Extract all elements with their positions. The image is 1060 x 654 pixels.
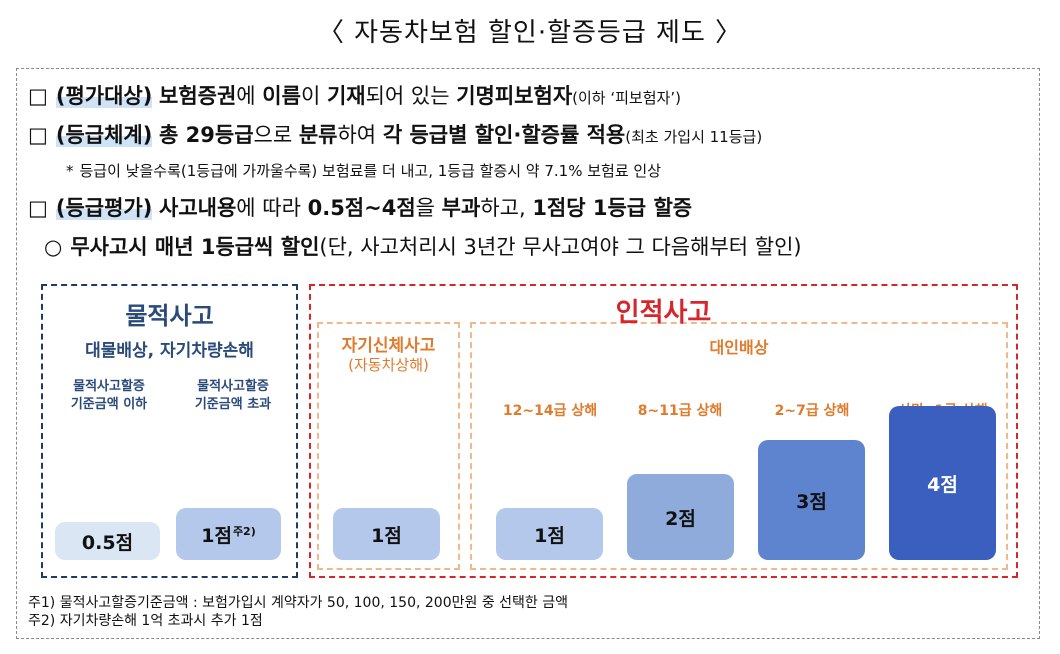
severity-label-12-14: 12~14급 상해 [502, 403, 598, 419]
self-injury-panel [317, 322, 460, 570]
points-box-self-injury: 1점 [333, 508, 440, 560]
severity-label-8-11: 8~11급 상해 [637, 403, 723, 419]
points-box-bodily-3: 3점 [758, 440, 865, 560]
points-box-bodily-2: 2점 [627, 474, 734, 560]
property-accident-panel [41, 284, 298, 578]
page-title: 〈 자동차보험 할인·할증등급 제도 〉 [317, 18, 743, 48]
content-frame [16, 68, 1040, 639]
checkbox-square-icon: □ [28, 84, 48, 108]
points-box-1-property: 1점 주2) [176, 508, 281, 560]
bullet-tag: (등급체계) [55, 123, 153, 147]
self-injury-subheading: (자동차상해) [348, 356, 429, 374]
personal-accident-heading: 인적사고 [615, 298, 712, 328]
personal-accident-panel [309, 284, 1018, 578]
points-box-0-5: 0.5점 [55, 522, 160, 560]
checkbox-square-icon: □ [28, 123, 48, 147]
bullet-tag: (평가대상) [55, 84, 153, 108]
circle-bullet-icon: ○ [44, 235, 63, 259]
points-box-bodily-1: 1점 [496, 508, 603, 560]
checkbox-square-icon: □ [28, 196, 48, 220]
bodily-injury-heading: 대인배상 [709, 338, 769, 357]
bullet-grade-evaluation: □ (등급평가) 사고내용에 따라 0.5점~4점을 부과하고, 1점당 1등급 … [28, 196, 693, 220]
footnote-2: 주2) 자기차량손해 1억 초과시 추가 1점 [28, 613, 263, 629]
criterion-above-threshold: 물적사고할증 기준금액 초과 [194, 379, 272, 412]
self-injury-heading: 자기신체사고 [341, 336, 436, 356]
bullet-tag: (등급평가) [55, 196, 153, 220]
footnote-ref: 주2) [232, 525, 256, 538]
criterion-below-threshold: 물적사고할증 기준금액 이하 [70, 379, 148, 412]
property-accident-subheading: 대물배상, 자기차량손해 [85, 341, 254, 361]
severity-label-2-7: 2~7급 상해 [774, 403, 850, 419]
points-box-bodily-4: 4점 [889, 406, 996, 560]
bodily-injury-panel [470, 322, 1008, 570]
footnote-1: 주1) 물적사고할증기준금액 : 보험가입시 계약자가 50, 100, 150… [28, 595, 569, 611]
bullet-no-accident-discount: ○ 무사고시 매년 1등급씩 할인(단, 사고처리시 3년간 무사고여야 그 다음… [44, 235, 802, 259]
grade-note: * 등급이 낮을수록(1등급에 가까울수록) 보험료를 더 내고, 1등급 할증시… [66, 162, 662, 180]
property-accident-heading: 물적사고 [125, 302, 214, 330]
bullet-grade-system: □ (등급체계) 총 29등급으로 분류하여 각 등급별 할인·할증률 적용(최초… [28, 123, 763, 147]
bullet-evaluation-target: □ (평가대상) 보험증권에 이름이 기재되어 있는 기명피보험자(이하 ‘피보험… [28, 84, 681, 108]
